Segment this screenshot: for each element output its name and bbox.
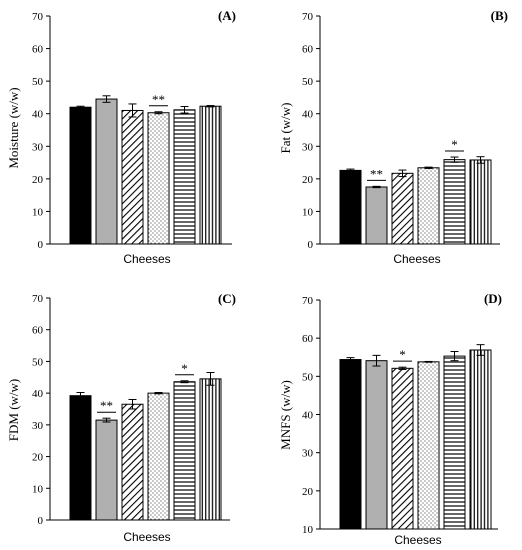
significance-label: * [399, 347, 406, 362]
y-tick-label: 10 [32, 483, 44, 495]
panel-a-label: (A) [218, 8, 236, 23]
bar [147, 392, 170, 521]
y-tick-label: 60 [302, 333, 314, 345]
bar [417, 361, 440, 530]
bar [443, 159, 466, 245]
panel-a-xlabel: Cheeses [123, 252, 170, 266]
bar [391, 172, 414, 245]
bar [69, 106, 92, 245]
y-tick-label: 70 [32, 293, 44, 305]
bar [199, 105, 222, 245]
y-tick-label: 70 [32, 11, 44, 23]
bar [121, 109, 144, 245]
significance-label: ** [100, 398, 113, 413]
panel-b-xlabel: Cheeses [393, 252, 440, 266]
bar [173, 381, 196, 521]
significance-label: * [181, 361, 188, 376]
y-tick-label: 50 [302, 76, 314, 88]
bar [121, 403, 144, 521]
panel-b-ylabel: Fat (w/w) [278, 103, 293, 154]
y-tick-label: 40 [302, 109, 314, 121]
y-tick-label: 20 [302, 174, 314, 186]
y-tick-label: 70 [302, 295, 314, 307]
bar [69, 395, 92, 521]
bar [417, 167, 440, 245]
bar [173, 109, 196, 245]
y-tick-label: 0 [38, 515, 44, 527]
bar [339, 359, 362, 530]
significance-label: ** [370, 166, 383, 181]
y-tick-label: 20 [32, 174, 44, 186]
bar [365, 360, 388, 530]
y-tick-label: 60 [302, 44, 314, 56]
y-tick-label: 20 [32, 452, 44, 464]
panel-c-ylabel: FDM (w/w) [6, 379, 21, 441]
bar [147, 112, 170, 245]
bar [469, 159, 492, 245]
y-tick-label: 20 [302, 486, 314, 498]
panel-d-xlabel: Cheeses [394, 533, 441, 547]
panel-c-label: (C) [218, 291, 236, 306]
bar [443, 355, 466, 530]
y-tick-label: 30 [302, 448, 314, 460]
panel-c-xlabel: Cheeses [123, 530, 170, 544]
y-tick-label: 0 [308, 239, 314, 251]
y-tick-label: 60 [32, 325, 44, 337]
y-tick-label: 30 [32, 141, 44, 153]
y-tick-label: 50 [302, 371, 314, 383]
significance-label: ** [152, 92, 165, 107]
y-tick-label: 0 [38, 239, 44, 251]
bar [95, 419, 118, 521]
panel-b-label: (B) [491, 8, 508, 23]
y-tick-label: 50 [32, 76, 44, 88]
y-tick-label: 40 [32, 388, 44, 400]
y-tick-label: 30 [302, 141, 314, 153]
bar [391, 367, 414, 530]
y-tick-label: 10 [32, 206, 44, 218]
y-tick-label: 30 [32, 420, 44, 432]
bar [95, 98, 118, 245]
bar [339, 169, 362, 245]
bar [365, 186, 388, 245]
y-tick-label: 40 [32, 109, 44, 121]
panel-a-ylabel: Moisture (w/w) [6, 87, 21, 168]
panel-a: (A) Cheeses Moisture (w/w) 0 10 20 30 40 50 60… [6, 8, 236, 266]
y-tick-label: 50 [32, 356, 44, 368]
y-tick-label: 40 [302, 410, 314, 422]
bar [199, 378, 222, 521]
y-tick-label: 70 [302, 11, 314, 23]
significance-label: * [451, 137, 458, 152]
y-tick-label: 10 [302, 524, 314, 536]
panel-d: (D) Cheeses MNFS (w/w) 10 20 30 40 50 60 70 * [278, 291, 502, 547]
y-tick-label: 10 [302, 206, 314, 218]
panel-d-label: (D) [484, 291, 502, 306]
panel-d-ylabel: MNFS (w/w) [278, 380, 293, 450]
bar [469, 349, 492, 530]
y-tick-label: 60 [32, 44, 44, 56]
